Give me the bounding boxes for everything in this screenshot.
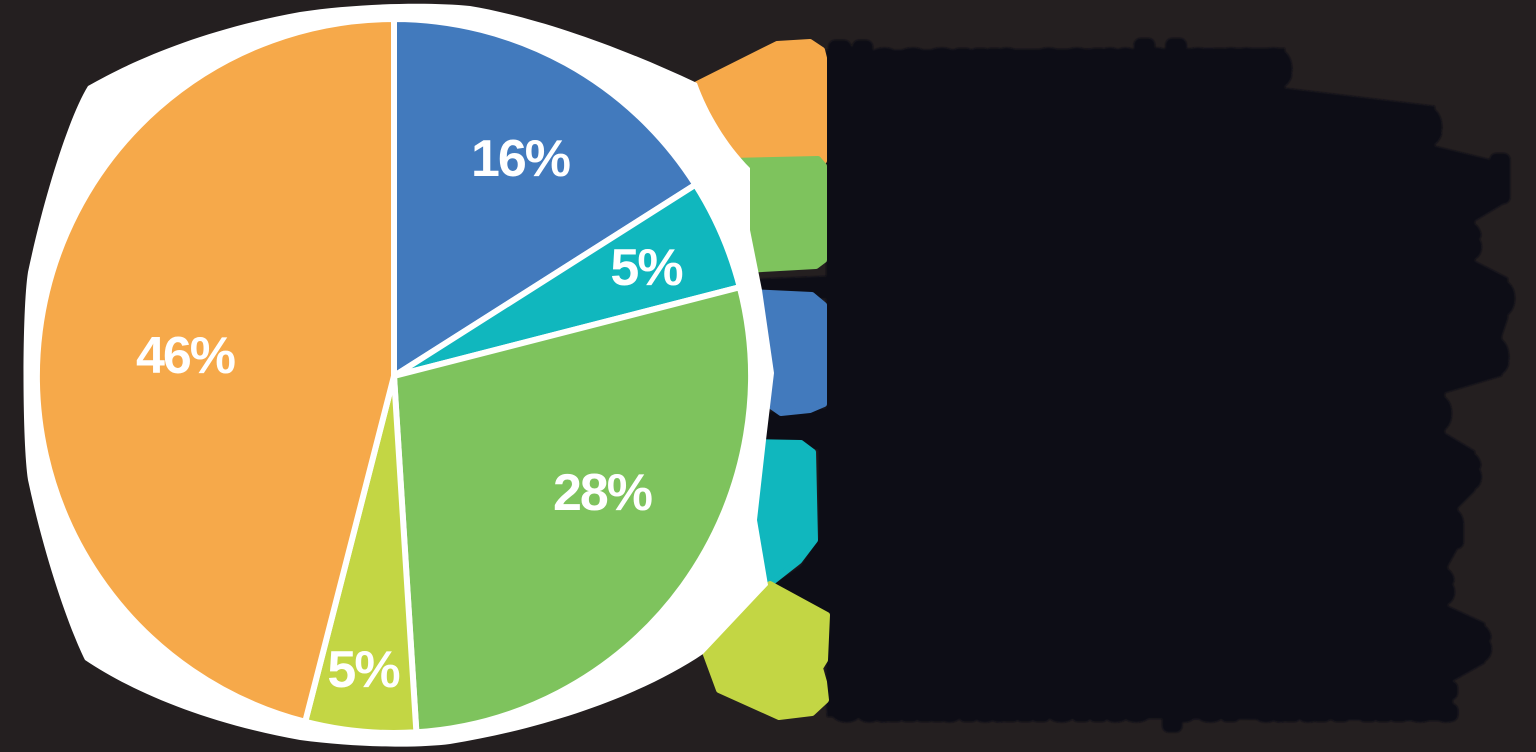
svg-text:del livello di competenzess: del livello di competenzess bbox=[832, 439, 1477, 496]
svg-text:delle competenze digitalies: delle competenze digitalies bbox=[832, 611, 1487, 668]
svg-text:5%: 5% bbox=[327, 641, 399, 699]
svg-text:Miglioramento significativo: Miglioramento significativo bbox=[832, 266, 1510, 323]
svg-text:del livello delle competenze: del livello delle competenze bbox=[832, 324, 1504, 381]
svg-text:cambiamento per altri mot: cambiamento per altri mot bbox=[832, 669, 1452, 726]
svg-text:Nessun cambiame: Nessun cambiame bbox=[832, 36, 1287, 93]
svg-text:16%: 16% bbox=[471, 130, 570, 188]
svg-text:significativo del livellone: significativo del livellone bbox=[832, 94, 1437, 151]
svg-text:46%: 46% bbox=[136, 327, 235, 385]
svg-text:digitali degli studentissim: digitali degli studentissim bbox=[832, 496, 1460, 553]
svg-text:Cambiamento del livellos: Cambiamento del livellos bbox=[832, 554, 1450, 611]
svg-text:28%: 28% bbox=[553, 464, 652, 522]
svg-text:livello delle competenzess: livello delle competenzess bbox=[832, 209, 1477, 266]
svg-text:Miglioramento moderato del: Miglioramento moderato del bbox=[832, 151, 1507, 208]
svg-text:Peggioramento moderato: Peggioramento moderato bbox=[832, 381, 1447, 438]
svg-text:5%: 5% bbox=[610, 239, 682, 297]
